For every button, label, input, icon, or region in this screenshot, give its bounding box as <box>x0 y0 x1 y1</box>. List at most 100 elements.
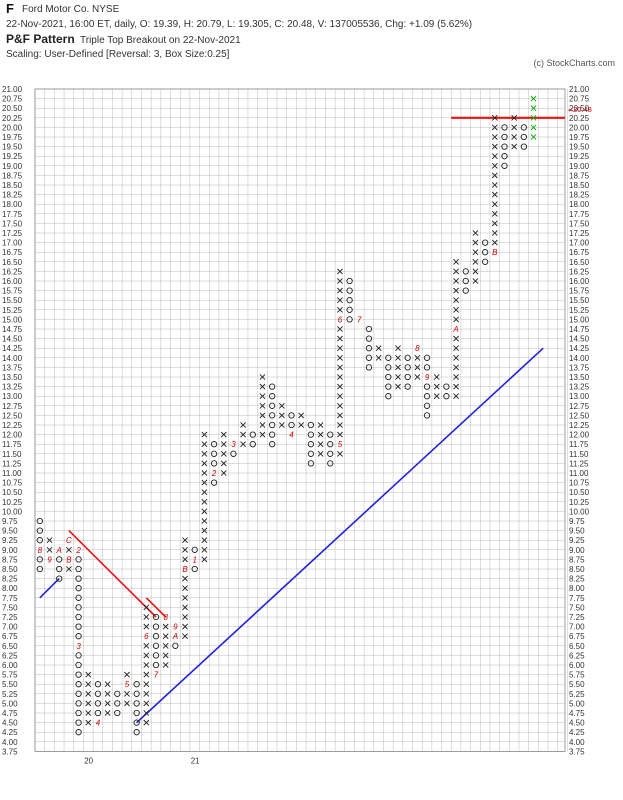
x-box <box>259 422 266 428</box>
y-tick-label-left: 15.50 <box>2 296 23 305</box>
o-box <box>385 354 392 361</box>
x-box <box>433 374 440 380</box>
o-box <box>481 239 489 246</box>
o-box <box>423 393 431 400</box>
x-box <box>472 268 479 275</box>
o-box <box>404 364 411 371</box>
y-tick-label-left: 5.75 <box>2 671 18 680</box>
month-marker: 8 <box>38 546 43 555</box>
x-box <box>259 431 266 438</box>
y-tick-label-left: 16.25 <box>2 267 23 276</box>
y-tick-label-right: 9.50 <box>569 527 585 536</box>
month-marker: 9 <box>425 373 430 382</box>
o-box <box>152 652 160 659</box>
o-box <box>94 709 102 717</box>
y-tick-label-right: 14.50 <box>569 335 590 344</box>
y-tick-label-left: 19.75 <box>2 133 23 142</box>
x-box <box>162 633 169 640</box>
x-box <box>337 268 343 275</box>
o-box <box>462 287 469 294</box>
y-tick-label-left: 17.75 <box>2 210 23 219</box>
x-box <box>143 681 150 688</box>
x-box <box>491 114 498 121</box>
y-tick-label-right: 12.00 <box>569 431 590 440</box>
month-marker: 6 <box>338 315 343 324</box>
o-box <box>36 527 43 534</box>
y-tick-label-left: 13.25 <box>2 383 23 392</box>
month-marker: B <box>182 565 188 574</box>
y-tick-label-left: 5.50 <box>2 680 18 689</box>
x-box <box>453 278 459 284</box>
y-tick-label-right: 13.00 <box>569 392 590 401</box>
o-box <box>520 133 527 141</box>
y-tick-label-left: 19.00 <box>2 162 23 171</box>
y-tick-label-right: 19.00 <box>569 162 590 171</box>
trend-line-resistance <box>68 530 157 618</box>
y-tick-label-right: 8.00 <box>569 584 585 593</box>
x-box <box>337 402 343 409</box>
o-box <box>210 460 218 467</box>
month-marker: 3 <box>231 440 236 449</box>
x-box <box>220 470 227 476</box>
x-box <box>259 383 266 390</box>
x-box <box>85 700 92 707</box>
x-box <box>491 162 498 169</box>
x-box <box>259 412 266 419</box>
o-box <box>404 354 411 361</box>
y-tick-label-left: 16.00 <box>2 277 23 286</box>
x-box <box>201 518 208 524</box>
y-tick-label-right: 8.25 <box>569 575 585 584</box>
y-tick-label-left: 18.50 <box>2 181 23 190</box>
o-box <box>114 690 121 697</box>
x-box <box>337 326 343 332</box>
o-box <box>94 681 102 688</box>
o-box <box>249 431 256 438</box>
y-tick-label-right: 19.75 <box>569 133 590 142</box>
x-box <box>124 671 130 678</box>
x-box <box>143 652 150 659</box>
x-box <box>162 642 169 649</box>
o-box <box>385 373 392 381</box>
y-tick-label-right: 19.50 <box>569 143 590 152</box>
o-box <box>365 364 373 371</box>
o-box <box>501 124 508 131</box>
trend-line-resistance <box>145 597 167 618</box>
current-price-tag: ‹‹20.48 <box>568 105 592 114</box>
y-tick-label-left: 19.50 <box>2 143 23 152</box>
y-tick-label-right: 8.75 <box>569 555 585 564</box>
x-box <box>491 210 498 217</box>
x-box <box>182 585 188 592</box>
y-tick-label-left: 12.25 <box>2 421 23 430</box>
o-box <box>346 306 353 313</box>
o-box <box>133 681 140 688</box>
y-tick-label-left: 7.00 <box>2 623 18 632</box>
y-tick-label-right: 5.00 <box>569 699 585 708</box>
x-box <box>278 402 285 409</box>
ticker-symbol: F <box>6 1 14 16</box>
x-box <box>395 374 401 380</box>
y-tick-label-right: 9.00 <box>569 546 585 555</box>
y-tick-label-left: 17.50 <box>2 219 23 228</box>
x-box <box>337 374 343 380</box>
x-box <box>472 239 479 246</box>
x-box <box>337 431 343 438</box>
month-marker: 1 <box>192 555 196 564</box>
x-box <box>453 354 459 361</box>
y-tick-label-right: 16.50 <box>569 258 590 267</box>
o-box <box>36 565 43 573</box>
x-box <box>124 700 130 707</box>
copyright-notice: (c) StockCharts.com <box>533 58 615 68</box>
x-box <box>298 422 305 428</box>
x-box <box>375 345 382 352</box>
x-box <box>511 134 518 140</box>
x-box <box>337 287 343 294</box>
o-box <box>423 412 431 419</box>
x-box <box>201 450 208 457</box>
o-box <box>191 565 198 573</box>
month-marker: A <box>56 546 62 555</box>
y-tick-label-left: 12.00 <box>2 431 23 440</box>
o-box <box>327 431 334 438</box>
x-box <box>104 700 111 707</box>
o-box <box>423 383 431 390</box>
